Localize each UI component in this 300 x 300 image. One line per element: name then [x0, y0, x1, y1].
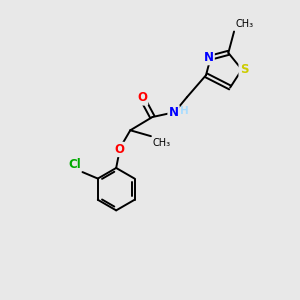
- Text: Cl: Cl: [68, 158, 81, 171]
- Text: N: N: [204, 51, 214, 64]
- Text: S: S: [240, 63, 248, 76]
- Text: H: H: [180, 106, 189, 116]
- Text: CH₃: CH₃: [236, 19, 253, 29]
- Text: O: O: [137, 92, 147, 104]
- Text: CH₃: CH₃: [152, 138, 170, 148]
- Text: N: N: [169, 106, 178, 119]
- Text: O: O: [114, 143, 124, 156]
